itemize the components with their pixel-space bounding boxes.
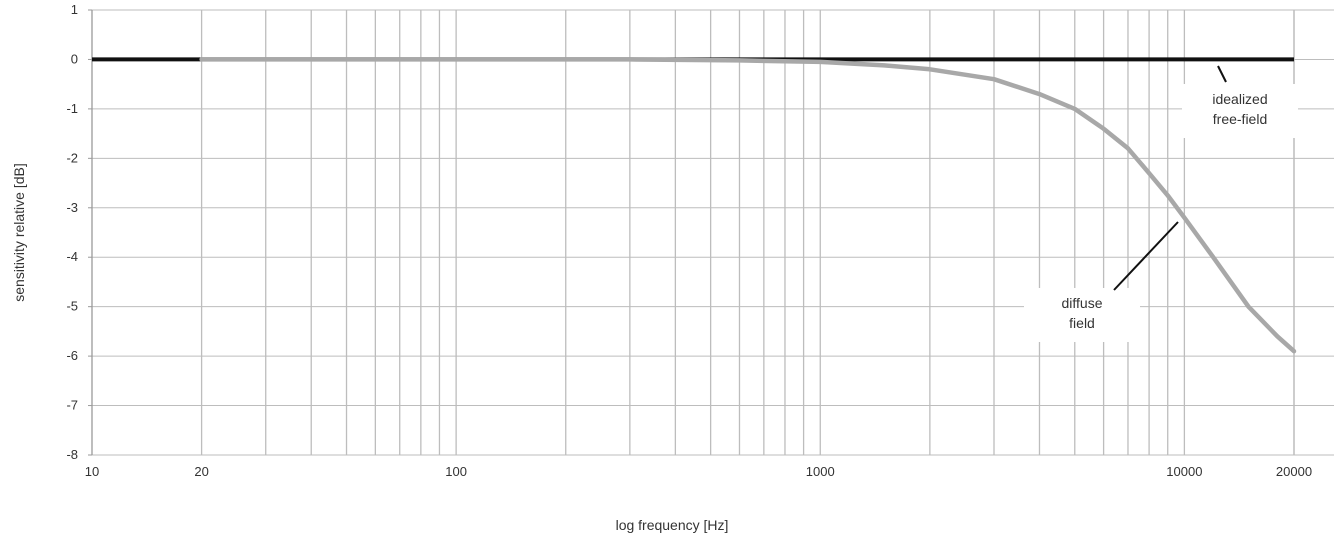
- y-tick-label: 1: [71, 2, 78, 17]
- annotation-layer: idealized free-field diffuse field: [1024, 65, 1298, 342]
- x-tick-label: 100: [445, 464, 467, 479]
- annotation-diffuse-field-background: [1024, 288, 1140, 342]
- annotation-idealized-free-field-text: idealized: [1212, 91, 1267, 107]
- y-tick-label: -5: [66, 299, 78, 314]
- x-tick-label: 1000: [806, 464, 835, 479]
- annotation-idealized-free-field-leader-line: [1217, 65, 1227, 83]
- annotation-idealized-free-field-background: [1182, 84, 1298, 138]
- y-tick-label: -3: [66, 200, 78, 215]
- annotation-diffuse-field-leader-line: [1113, 221, 1179, 291]
- axes: [88, 9, 93, 456]
- series-line-diffuse-field: [199, 57, 1297, 354]
- y-tick-label: -6: [66, 348, 78, 363]
- y-tick-label: 0: [71, 51, 78, 66]
- x-tick-label: 10000: [1166, 464, 1202, 479]
- annotation-idealized-free-field-text: free-field: [1213, 111, 1267, 127]
- x-axis-label: log frequency [Hz]: [616, 517, 729, 533]
- y-tick-label: -1: [66, 101, 78, 116]
- y-tick-label: -2: [66, 150, 78, 165]
- annotation-diffuse-field-text: diffuse: [1062, 295, 1103, 311]
- annotation-diffuse-field-text: field: [1069, 315, 1095, 331]
- x-tick-label: 20000: [1276, 464, 1312, 479]
- series-layer: [92, 57, 1297, 354]
- x-tick-label: 20: [194, 464, 208, 479]
- grid: [92, 9, 1334, 456]
- tick-labels: 10-1-2-3-4-5-6-7-810 20 100 1000 10000 20000: [66, 2, 1312, 479]
- y-tick-label: -8: [66, 447, 78, 462]
- y-axis-label: sensitivity relative [dB]: [11, 163, 27, 302]
- x-tick-label: 10: [85, 464, 99, 479]
- y-tick-label: -4: [66, 249, 78, 264]
- y-tick-label: -7: [66, 398, 78, 413]
